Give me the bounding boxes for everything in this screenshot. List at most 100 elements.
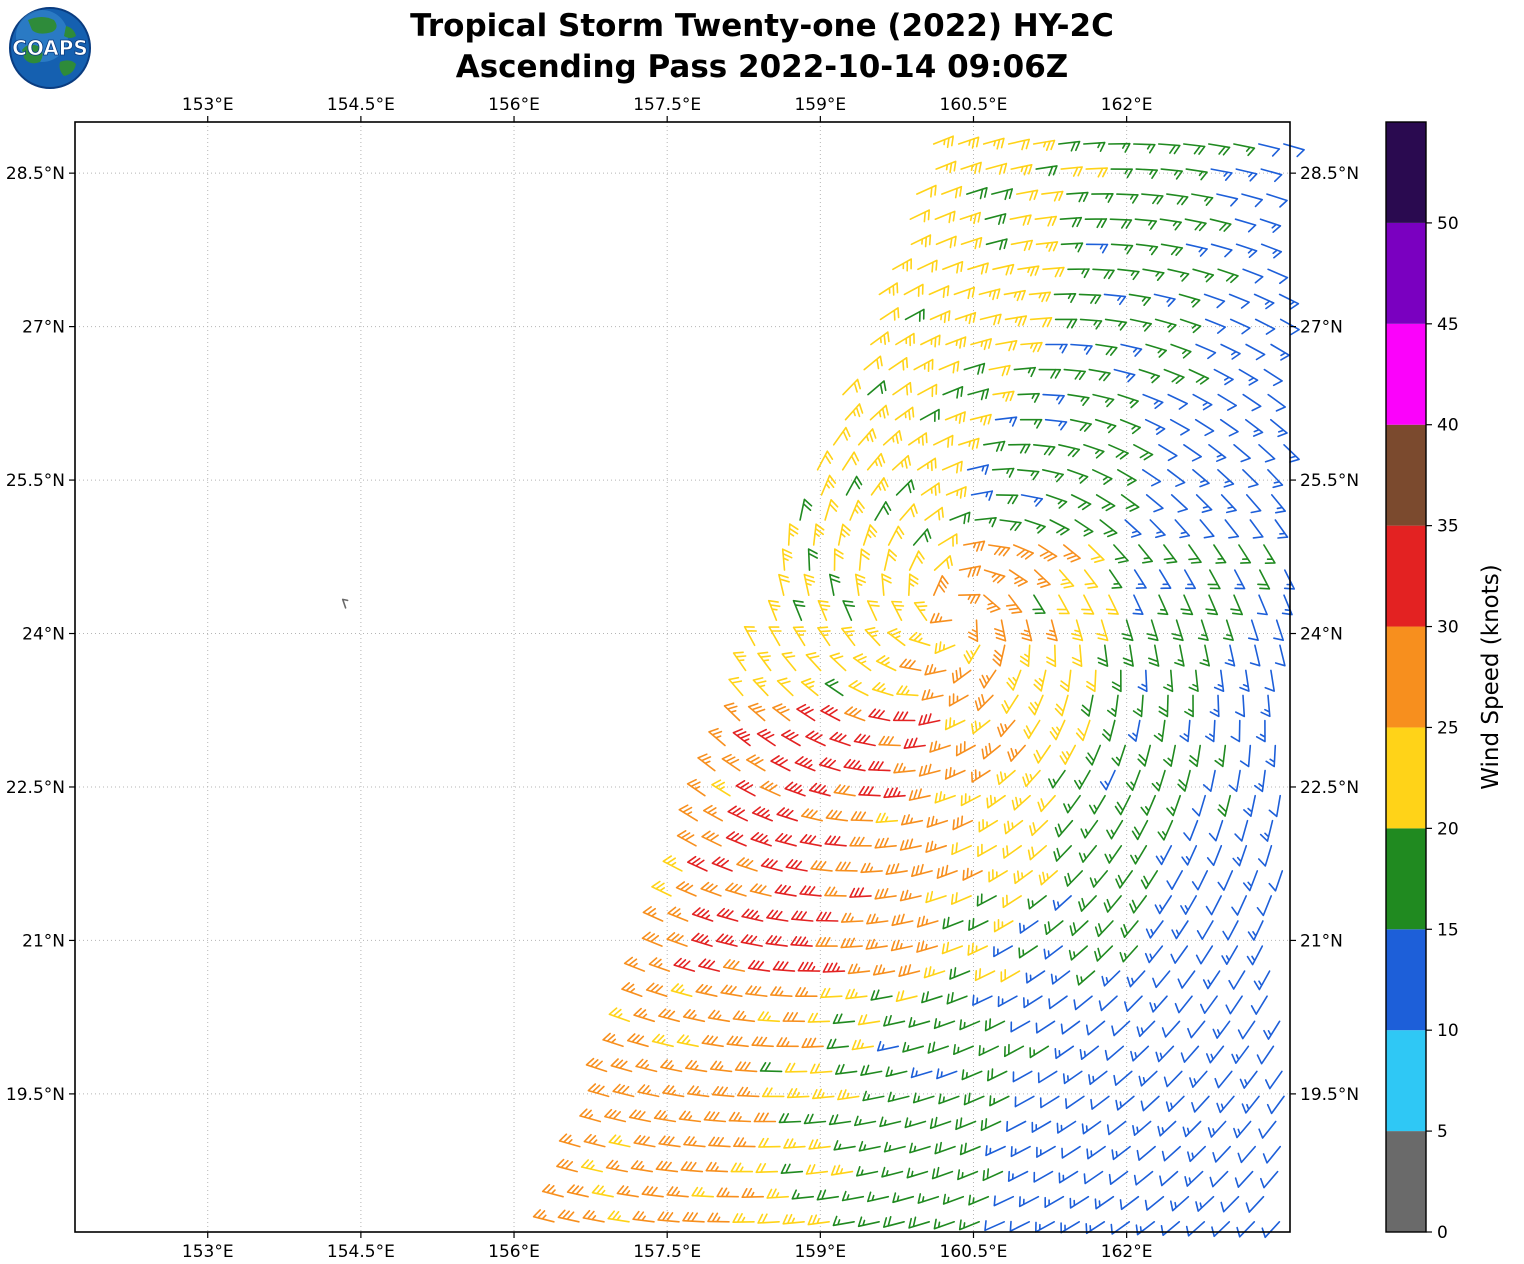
colorbar-tick-label: 40	[1437, 416, 1459, 436]
wind-barb	[1094, 1195, 1115, 1210]
wind-barb	[1263, 368, 1283, 387]
wind-barb	[966, 464, 989, 475]
wind-barb	[1157, 594, 1169, 616]
wind-barb	[723, 702, 741, 722]
wind-barb	[1224, 644, 1236, 667]
wind-barb	[910, 1067, 933, 1079]
wind-barb	[1192, 469, 1210, 488]
wind-barb	[801, 808, 823, 822]
wind-barb	[1200, 995, 1218, 1014]
x-tick-label-top: 154.5°E	[327, 95, 395, 115]
wind-barb	[895, 479, 915, 496]
wind-barb	[881, 573, 892, 596]
wind-barb	[1023, 719, 1041, 740]
wind-barb	[701, 830, 722, 847]
wind-barb	[968, 1194, 990, 1206]
wind-barb	[937, 533, 958, 547]
wind-barb	[1130, 845, 1148, 865]
wind-barb	[1121, 619, 1134, 642]
wind-barb	[1155, 845, 1173, 866]
wind-barb	[1152, 970, 1171, 989]
wind-barb	[1170, 343, 1192, 359]
wind-barb	[1146, 619, 1159, 642]
wind-barb	[666, 932, 688, 947]
wind-barb	[887, 628, 906, 647]
wind-barb	[1145, 920, 1164, 939]
wind-barb	[1013, 870, 1033, 885]
wind-barb	[1007, 1170, 1029, 1182]
wind-barb	[1158, 444, 1178, 462]
wind-barb	[1207, 569, 1221, 590]
wind-barb	[1090, 1095, 1110, 1110]
wind-barb	[1206, 845, 1223, 867]
wind-barb	[950, 892, 972, 905]
wind-barb	[1103, 895, 1122, 913]
wind-barb	[1133, 569, 1147, 589]
wind-barb	[892, 258, 912, 272]
wind-barb	[772, 960, 796, 972]
wind-barb	[1004, 315, 1028, 327]
wind-barb	[899, 658, 922, 672]
wind-barb	[1043, 945, 1063, 960]
wind-barb	[1271, 494, 1286, 514]
wind-barb	[1209, 218, 1232, 232]
wind-barb	[770, 755, 791, 772]
wind-barb	[781, 729, 801, 747]
wind-barb	[1161, 1020, 1181, 1038]
colorbar-tick-label: 5	[1437, 1122, 1448, 1142]
wind-barb	[920, 482, 941, 496]
wind-barb	[955, 1117, 977, 1131]
wind-barb	[868, 760, 891, 772]
wind-barb	[1133, 444, 1154, 461]
wind-barb	[1174, 519, 1191, 539]
wind-barb	[1238, 544, 1252, 564]
wind-barb	[936, 1068, 958, 1080]
wind-barb	[824, 499, 839, 521]
wind-barb	[924, 506, 944, 521]
wind-barb	[1278, 293, 1300, 310]
wind-barb	[1059, 216, 1083, 228]
wind-barb	[1083, 1170, 1104, 1185]
wind-barb	[988, 869, 1008, 883]
wind-barb	[1027, 845, 1047, 861]
wind-barb	[848, 680, 869, 697]
wind-barb	[994, 416, 1018, 427]
wind-barb	[843, 758, 866, 772]
wind-barb	[1223, 619, 1234, 641]
wind-barb	[1010, 1145, 1031, 1158]
wind-barb	[621, 982, 643, 997]
wind-barb	[1054, 694, 1069, 717]
wind-barb	[1171, 619, 1184, 642]
wind-barb	[1033, 1170, 1054, 1183]
wind-barb	[820, 704, 841, 722]
wind-barb	[809, 1063, 833, 1074]
wind-barb	[815, 911, 839, 922]
wind-barb	[929, 310, 951, 324]
wind-barb	[1142, 469, 1162, 487]
wind-barb	[1195, 494, 1213, 513]
coaps-logo: COAPS	[8, 6, 92, 90]
wind-barb	[878, 735, 901, 747]
wind-barb	[1239, 1070, 1258, 1089]
wind-barb	[1086, 669, 1097, 693]
wind-barb	[790, 936, 813, 947]
wind-barb	[822, 962, 846, 973]
wind-barb	[608, 1134, 631, 1148]
wind-barb	[1018, 1195, 1040, 1208]
wind-barb	[1045, 343, 1068, 354]
wind-barb	[1049, 519, 1070, 536]
wind-barb	[1167, 393, 1188, 410]
wind-barb	[883, 1141, 906, 1153]
wind-barb	[1191, 193, 1214, 206]
wind-barb	[1140, 1095, 1160, 1112]
wind-barb	[1113, 368, 1136, 383]
wind-barb	[628, 1109, 652, 1123]
wind-barb	[1085, 167, 1108, 178]
wind-barb	[1010, 164, 1033, 176]
wind-barb	[1094, 945, 1114, 962]
wind-barb	[858, 785, 881, 797]
wind-barb	[755, 1163, 779, 1174]
wind-barb	[1005, 594, 1023, 614]
wind-barb	[1239, 744, 1252, 768]
wind-barb	[341, 598, 349, 609]
